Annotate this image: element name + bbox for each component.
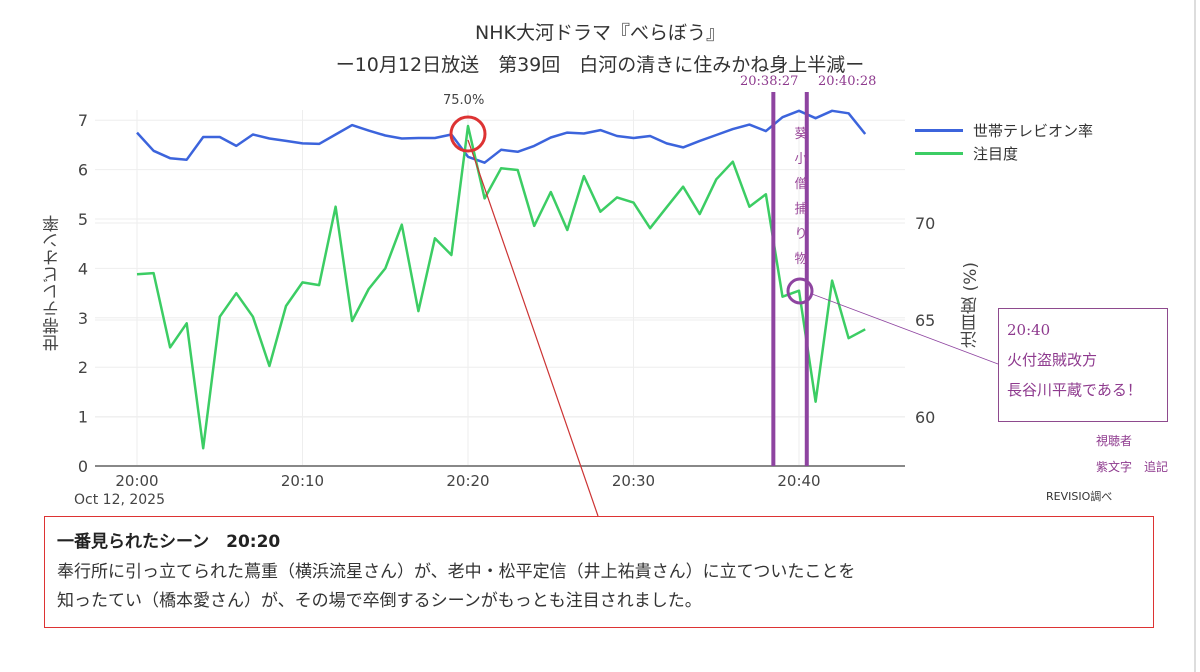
y-tick-left: 4 xyxy=(78,259,88,278)
callout-circle xyxy=(786,277,814,305)
chart-subtitle: ー10月12日放送 第39回 白河の清きに住みかね身上半減ー xyxy=(335,54,865,76)
y-tick-left: 6 xyxy=(78,161,88,180)
x-axis-date-label: Oct 12, 2025 xyxy=(74,492,165,508)
y-axis-right-label: 注目度 (%) xyxy=(961,262,981,348)
callout-line1: 火付盗賊改方 xyxy=(1007,351,1098,369)
callout-time: 20:40 xyxy=(1007,321,1051,339)
top-scene-box: 一番見られたシーン 20:20 奉行所に引っ立てられた蔦重（横浜流星さん）が、老… xyxy=(44,516,1154,628)
series-line-1 xyxy=(136,124,866,450)
note-line2: 紫文字 追記 xyxy=(1096,460,1169,474)
legend-swatch-green xyxy=(915,152,963,155)
peak-highlight-circle xyxy=(449,115,487,153)
callout-line2: 長谷川平蔵である！ xyxy=(1007,381,1142,399)
peak-label: 75.0% xyxy=(443,93,485,108)
marker-end-label: 20:40:28 xyxy=(818,74,877,89)
segment-label: 葵小僧捕り物 xyxy=(794,127,808,267)
scene-line2: 知ったてい（橋本愛さん）が、その場で卒倒するシーンがもっとも注目されました。 xyxy=(57,591,702,611)
legend-swatch-blue xyxy=(915,129,963,132)
scene-line1: 奉行所に引っ立てられた蔦重（横浜流星さん）が、老中・松平定信（井上祐貴さん）に立… xyxy=(57,562,856,582)
source-label: REVISIO調べ xyxy=(1046,490,1113,503)
marker-start-label: 20:38:27 xyxy=(740,74,799,89)
legend-item-attention[interactable]: 注目度 xyxy=(915,143,1018,164)
y-tick-left: 0 xyxy=(78,457,88,476)
legend-item-rating[interactable]: 世帯テレビオン率 xyxy=(915,120,1093,141)
scene-heading: 一番見られたシーン 20:20 xyxy=(57,532,281,552)
y-tick-left: 7 xyxy=(78,111,88,130)
x-tick: 20:30 xyxy=(612,472,655,490)
legend-label: 世帯テレビオン率 xyxy=(973,122,1094,140)
note-line1: 視聴者 xyxy=(1096,434,1133,448)
y-tick-right: 60 xyxy=(915,408,935,427)
x-tick: 20:20 xyxy=(446,472,489,490)
series-line-0 xyxy=(136,109,867,164)
x-tick: 20:10 xyxy=(281,472,324,490)
peak-pointer-line xyxy=(467,139,599,517)
y-tick-left: 3 xyxy=(78,309,88,328)
y-tick-left: 1 xyxy=(78,408,88,427)
x-tick: 20:40 xyxy=(777,472,820,490)
legend-label: 注目度 xyxy=(973,145,1019,163)
y-tick-left: 2 xyxy=(78,358,88,377)
chart-title: NHK大河ドラマ『べらぼう』 xyxy=(475,22,725,44)
y-tick-left: 5 xyxy=(78,210,88,229)
y-axis-left-label: 世帯テレビオン率 xyxy=(43,215,63,351)
callout-pointer-line xyxy=(811,293,999,365)
callout-box: 20:40 火付盗賊改方 長谷川平蔵である！ xyxy=(998,308,1168,422)
y-tick-right: 65 xyxy=(915,311,935,330)
y-tick-right: 70 xyxy=(915,214,935,233)
x-tick: 20:00 xyxy=(115,472,158,490)
